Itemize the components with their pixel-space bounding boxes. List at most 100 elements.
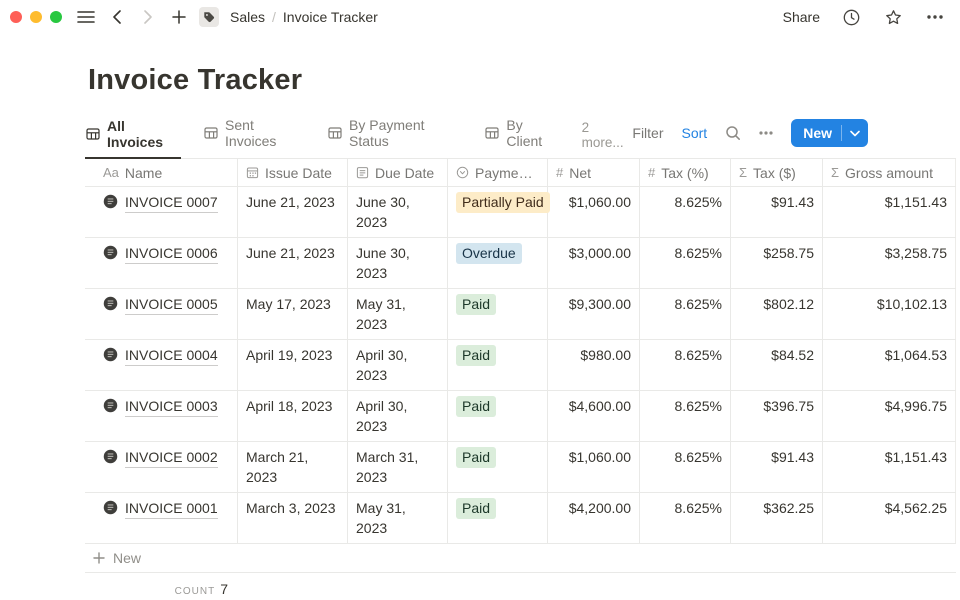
- chevron-down-icon[interactable]: [842, 130, 868, 137]
- star-icon[interactable]: [882, 6, 904, 28]
- cell-net[interactable]: $980.00: [548, 340, 640, 390]
- status-badge[interactable]: Paid: [456, 498, 497, 519]
- share-button[interactable]: Share: [782, 9, 820, 25]
- cell-name[interactable]: INVOICE 0002: [85, 442, 238, 492]
- cell-gross[interactable]: $4,562.25: [823, 493, 956, 543]
- cell-gross[interactable]: $1,151.43: [823, 442, 956, 492]
- cell-tax-pct[interactable]: 8.625%: [640, 442, 731, 492]
- status-badge[interactable]: Paid: [456, 345, 497, 366]
- tab-by-client[interactable]: By Client: [484, 112, 559, 158]
- breadcrumb-page[interactable]: Invoice Tracker: [282, 9, 378, 25]
- page-title[interactable]: Invoice Tracker: [88, 64, 303, 96]
- cell-tax-pct[interactable]: 8.625%: [640, 238, 731, 288]
- column-header-name[interactable]: Aa Name: [85, 159, 238, 186]
- cell-net[interactable]: $1,060.00: [548, 442, 640, 492]
- close-window-button[interactable]: [10, 11, 22, 23]
- column-header-due-date[interactable]: Due Date: [348, 159, 448, 186]
- back-icon[interactable]: [106, 6, 128, 28]
- cell-net[interactable]: $4,600.00: [548, 391, 640, 441]
- cell-issue-date[interactable]: June 21, 2023: [238, 187, 348, 237]
- cell-tax-pct[interactable]: 8.625%: [640, 493, 731, 543]
- cell-tax-usd[interactable]: $396.75: [731, 391, 823, 441]
- cell-net[interactable]: $9,300.00: [548, 289, 640, 339]
- cell-net[interactable]: $1,060.00: [548, 187, 640, 237]
- cell-issue-date[interactable]: March 21, 2023: [238, 442, 348, 492]
- cell-issue-date[interactable]: March 3, 2023: [238, 493, 348, 543]
- sidebar-toggle-icon[interactable]: [75, 6, 97, 28]
- cell-tax-pct[interactable]: 8.625%: [640, 340, 731, 390]
- more-views-button[interactable]: 2 more...: [581, 120, 624, 150]
- cell-due-date[interactable]: May 31, 2023: [348, 289, 448, 339]
- tab-all-invoices[interactable]: All Invoices: [85, 113, 182, 159]
- cell-tax-usd[interactable]: $84.52: [731, 340, 823, 390]
- cell-issue-date[interactable]: April 19, 2023: [238, 340, 348, 390]
- cell-payment-status[interactable]: Paid: [448, 340, 548, 390]
- filter-button[interactable]: Filter: [632, 125, 664, 141]
- tab-by-payment-status[interactable]: By Payment Status: [327, 112, 462, 158]
- cell-due-date[interactable]: March 31, 2023: [348, 442, 448, 492]
- cell-payment-status[interactable]: Overdue: [448, 238, 548, 288]
- cell-name[interactable]: INVOICE 0005: [85, 289, 238, 339]
- cell-issue-date[interactable]: May 17, 2023: [238, 289, 348, 339]
- add-row-button[interactable]: New: [85, 544, 956, 573]
- sort-button[interactable]: Sort: [681, 125, 708, 141]
- invoice-link[interactable]: INVOICE 0005: [125, 294, 218, 315]
- forward-icon[interactable]: [137, 6, 159, 28]
- cell-name[interactable]: INVOICE 0007: [85, 187, 238, 237]
- column-header-gross-amount[interactable]: Σ Gross amount: [823, 159, 956, 186]
- cell-due-date[interactable]: April 30, 2023: [348, 340, 448, 390]
- column-header-tax-usd[interactable]: Σ Tax ($): [731, 159, 823, 186]
- cell-tax-usd[interactable]: $258.75: [731, 238, 823, 288]
- clock-icon[interactable]: [840, 6, 862, 28]
- invoice-link[interactable]: INVOICE 0003: [125, 396, 218, 417]
- column-header-net[interactable]: # Net: [548, 159, 640, 186]
- status-badge[interactable]: Overdue: [456, 243, 522, 264]
- tab-sent-invoices[interactable]: Sent Invoices: [203, 112, 305, 158]
- invoice-link[interactable]: INVOICE 0007: [125, 192, 218, 213]
- cell-due-date[interactable]: April 30, 2023: [348, 391, 448, 441]
- new-page-icon[interactable]: [168, 6, 190, 28]
- cell-payment-status[interactable]: Paid: [448, 442, 548, 492]
- cell-due-date[interactable]: May 31, 2023: [348, 493, 448, 543]
- more-options-icon[interactable]: [924, 6, 946, 28]
- status-badge[interactable]: Paid: [456, 447, 497, 468]
- cell-due-date[interactable]: June 30, 2023: [348, 238, 448, 288]
- cell-name[interactable]: INVOICE 0003: [85, 391, 238, 441]
- cell-payment-status[interactable]: Paid: [448, 493, 548, 543]
- cell-net[interactable]: $3,000.00: [548, 238, 640, 288]
- column-header-issue-date[interactable]: Issue Date: [238, 159, 348, 186]
- cell-name[interactable]: INVOICE 0006: [85, 238, 238, 288]
- cell-issue-date[interactable]: April 18, 2023: [238, 391, 348, 441]
- status-badge[interactable]: Paid: [456, 294, 497, 315]
- cell-tax-usd[interactable]: $91.43: [731, 187, 823, 237]
- invoice-link[interactable]: INVOICE 0002: [125, 447, 218, 468]
- cell-gross[interactable]: $1,064.53: [823, 340, 956, 390]
- cell-payment-status[interactable]: Paid: [448, 289, 548, 339]
- new-button[interactable]: New: [791, 119, 868, 147]
- count-aggregate[interactable]: COUNT 7: [85, 573, 238, 597]
- cell-tax-pct[interactable]: 8.625%: [640, 187, 731, 237]
- cell-gross[interactable]: $1,151.43: [823, 187, 956, 237]
- minimize-window-button[interactable]: [30, 11, 42, 23]
- zoom-window-button[interactable]: [50, 11, 62, 23]
- cell-gross[interactable]: $4,996.75: [823, 391, 956, 441]
- cell-tax-pct[interactable]: 8.625%: [640, 289, 731, 339]
- column-header-tax-pct[interactable]: # Tax (%): [640, 159, 731, 186]
- breadcrumb-section[interactable]: Sales: [230, 9, 266, 25]
- cell-tax-pct[interactable]: 8.625%: [640, 391, 731, 441]
- cell-payment-status[interactable]: Paid: [448, 391, 548, 441]
- invoice-link[interactable]: INVOICE 0001: [125, 498, 218, 519]
- page-emoji-chip[interactable]: [199, 7, 219, 27]
- cell-net[interactable]: $4,200.00: [548, 493, 640, 543]
- search-icon[interactable]: [725, 125, 741, 141]
- invoice-link[interactable]: INVOICE 0006: [125, 243, 218, 264]
- cell-due-date[interactable]: June 30, 2023: [348, 187, 448, 237]
- cell-issue-date[interactable]: June 21, 2023: [238, 238, 348, 288]
- invoice-link[interactable]: INVOICE 0004: [125, 345, 218, 366]
- cell-tax-usd[interactable]: $802.12: [731, 289, 823, 339]
- status-badge[interactable]: Partially Paid: [456, 192, 550, 213]
- cell-name[interactable]: INVOICE 0004: [85, 340, 238, 390]
- cell-gross[interactable]: $10,102.13: [823, 289, 956, 339]
- cell-tax-usd[interactable]: $91.43: [731, 442, 823, 492]
- cell-payment-status[interactable]: Partially Paid: [448, 187, 550, 237]
